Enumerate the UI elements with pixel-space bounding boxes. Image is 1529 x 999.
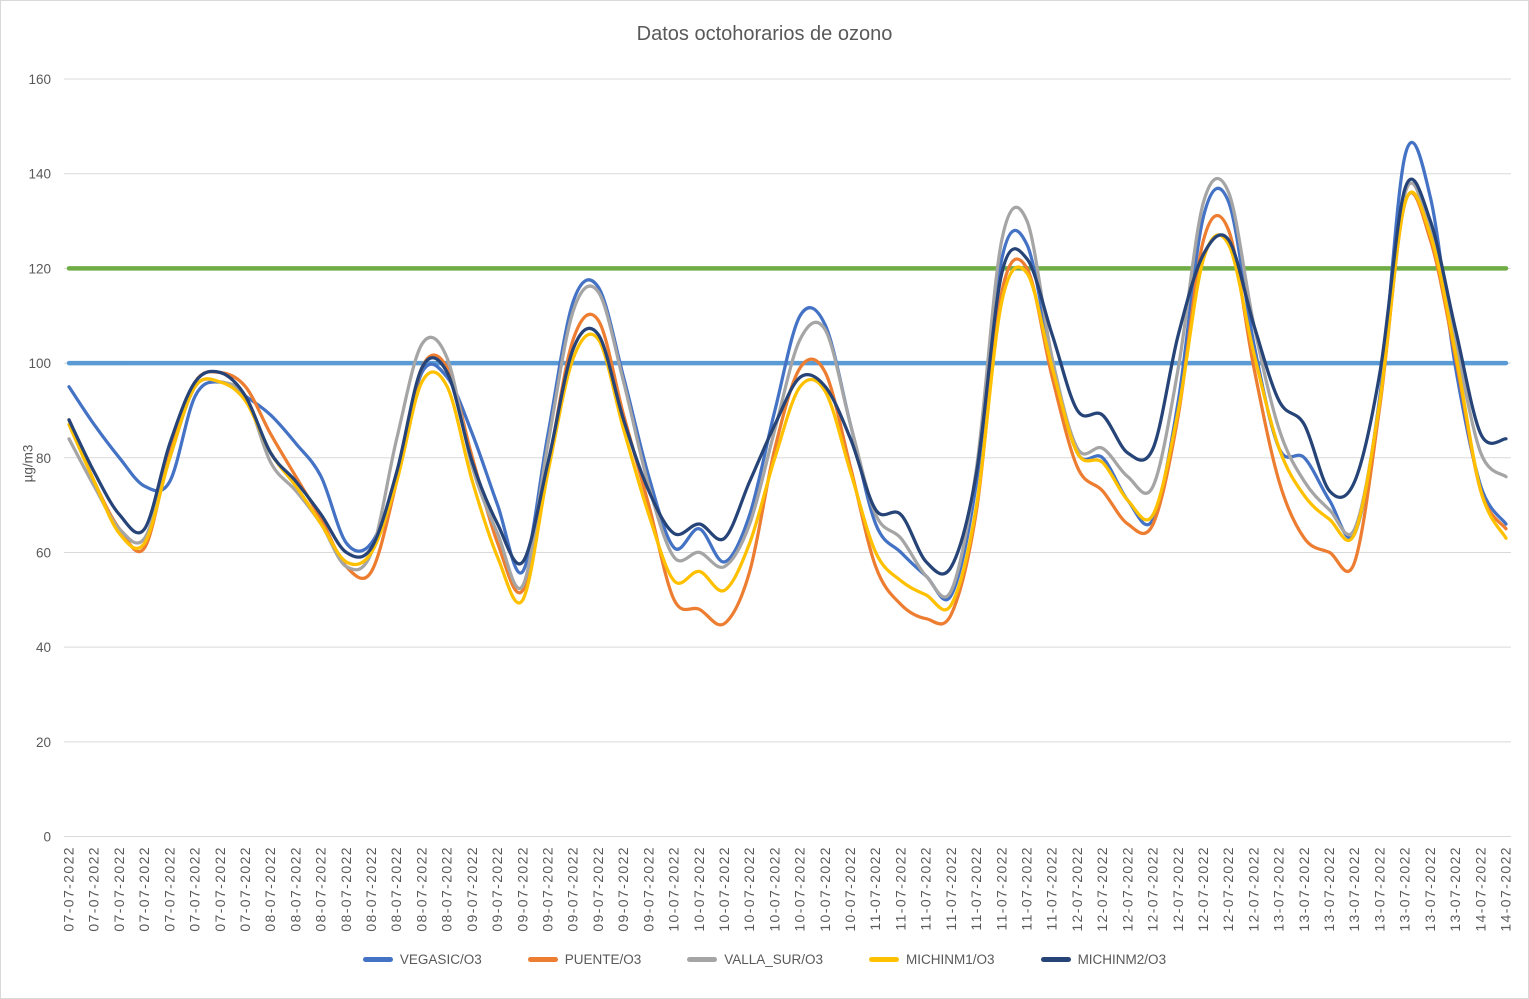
x-tick-label: 09-07-2022 [514,846,530,932]
x-tick-label: 12-07-2022 [1220,846,1236,932]
x-tick-label: 08-07-2022 [287,846,303,932]
x-tick-label: 09-07-2022 [640,846,656,932]
x-tick-label: 07-07-2022 [61,846,77,932]
y-tick-label: 80 [36,451,51,466]
legend-swatch-valla-sur-o3 [687,957,718,962]
x-tick-label: 08-07-2022 [439,846,455,932]
x-tick-label: 12-07-2022 [1119,846,1135,932]
series-line-michinm2-o3 [67,177,1508,576]
legend-label-puente-o3: PUENTE/O3 [564,952,642,967]
x-tick-label: 11-07-2022 [892,846,908,931]
x-tick-label: 13-07-2022 [1321,846,1337,932]
series-line-vegasic-o3 [67,140,1508,602]
x-tick-label: 12-07-2022 [1195,846,1211,932]
legend: VEGASIC/O3 PUENTE/O3 VALLA_SUR/O3 MICHINM1/… [1,952,1528,967]
x-tick-label: 10-07-2022 [766,846,782,932]
x-tick-label: 07-07-2022 [237,846,253,932]
series-line-valla-sur-o3 [67,177,1508,599]
x-tick-label: 11-07-2022 [918,846,934,931]
x-tick-label: 10-07-2022 [792,846,808,932]
legend-item-puente-o3: PUENTE/O3 [527,952,642,967]
x-tick-label: 11-07-2022 [1019,846,1035,931]
x-tick-label: 08-07-2022 [313,846,329,932]
x-tick-label: 13-07-2022 [1447,846,1463,932]
y-tick-label: 100 [28,356,51,371]
x-tick-label: 13-07-2022 [1397,846,1413,932]
x-tick-label: 11-07-2022 [968,846,984,931]
y-tick-label: 120 [28,261,51,276]
x-tick-label: 12-07-2022 [1069,846,1085,932]
x-tick-label: 11-07-2022 [993,846,1009,931]
x-tick-label: 10-07-2022 [691,846,707,932]
legend-label-vegasic-o3: VEGASIC/O3 [399,952,482,967]
y-tick-label: 0 [43,830,51,845]
y-tick-label: 20 [36,735,51,750]
x-tick-label: 09-07-2022 [489,846,505,932]
x-tick-label: 07-07-2022 [111,846,127,932]
x-tick-label: 07-07-2022 [187,846,203,932]
legend-item-vegasic-o3: VEGASIC/O3 [362,952,482,967]
series-line-puente-o3 [67,191,1508,627]
x-tick-label: 13-07-2022 [1422,846,1438,932]
x-tick-label: 13-07-2022 [1271,846,1287,932]
x-tick-label: 12-07-2022 [1145,846,1161,932]
y-tick-label: 60 [36,545,51,560]
x-tick-label: 14-07-2022 [1472,846,1488,932]
x-tick-label: 10-07-2022 [716,846,732,932]
x-tick-label: 08-07-2022 [388,846,404,932]
legend-label-michinm1-o3: MICHINM1/O3 [906,952,995,967]
x-tick-label: 08-07-2022 [363,846,379,932]
legend-swatch-puente-o3 [527,957,558,962]
x-tick-label: 10-07-2022 [817,846,833,932]
x-tick-label: 10-07-2022 [842,846,858,932]
legend-item-michinm2-o3: MICHINM2/O3 [1040,952,1167,967]
x-tick-label: 07-07-2022 [86,846,102,932]
x-tick-label: 14-07-2022 [1498,846,1514,932]
y-tick-label: 40 [36,640,51,655]
legend-swatch-michinm2-o3 [1040,957,1071,962]
x-tick-label: 13-07-2022 [1346,846,1362,932]
x-tick-label: 11-07-2022 [867,846,883,931]
x-tick-label: 09-07-2022 [540,846,556,932]
x-tick-label: 12-07-2022 [1094,846,1110,932]
legend-label-michinm2-o3: MICHINM2/O3 [1077,952,1167,967]
x-tick-label: 09-07-2022 [590,846,606,932]
series-line-michinm1-o3 [67,190,1508,612]
x-tick-label: 07-07-2022 [212,846,228,932]
x-tick-label: 09-07-2022 [565,846,581,932]
x-tick-label: 12-07-2022 [1170,846,1186,932]
y-tick-label: 160 [28,72,51,87]
chart-title: Datos octohorarios de ozono [636,23,893,45]
legend-item-michinm1-o3: MICHINM1/O3 [869,952,995,967]
legend-swatch-vegasic-o3 [362,957,393,962]
legend-label-valla-sur-o3: VALLA_SUR/O3 [724,952,824,967]
x-tick-label: 08-07-2022 [338,846,354,932]
x-tick-label: 12-07-2022 [1245,846,1261,932]
x-tick-label: 09-07-2022 [464,846,480,932]
x-tick-label: 13-07-2022 [1371,846,1387,932]
x-tick-label: 11-07-2022 [1044,846,1060,931]
x-tick-label: 08-07-2022 [413,846,429,932]
x-tick-label: 10-07-2022 [741,846,757,932]
legend-item-valla-sur-o3: VALLA_SUR/O3 [687,952,823,967]
x-tick-label: 07-07-2022 [161,846,177,932]
x-tick-label: 10-07-2022 [666,846,682,932]
x-tick-label: 13-07-2022 [1296,846,1312,932]
y-tick-label: 140 [28,167,51,182]
x-tick-label: 08-07-2022 [262,846,278,932]
x-tick-label: 09-07-2022 [615,846,631,932]
x-tick-label: 11-07-2022 [943,846,959,931]
x-tick-label: 07-07-2022 [136,846,152,932]
legend-swatch-michinm1-o3 [869,957,900,962]
